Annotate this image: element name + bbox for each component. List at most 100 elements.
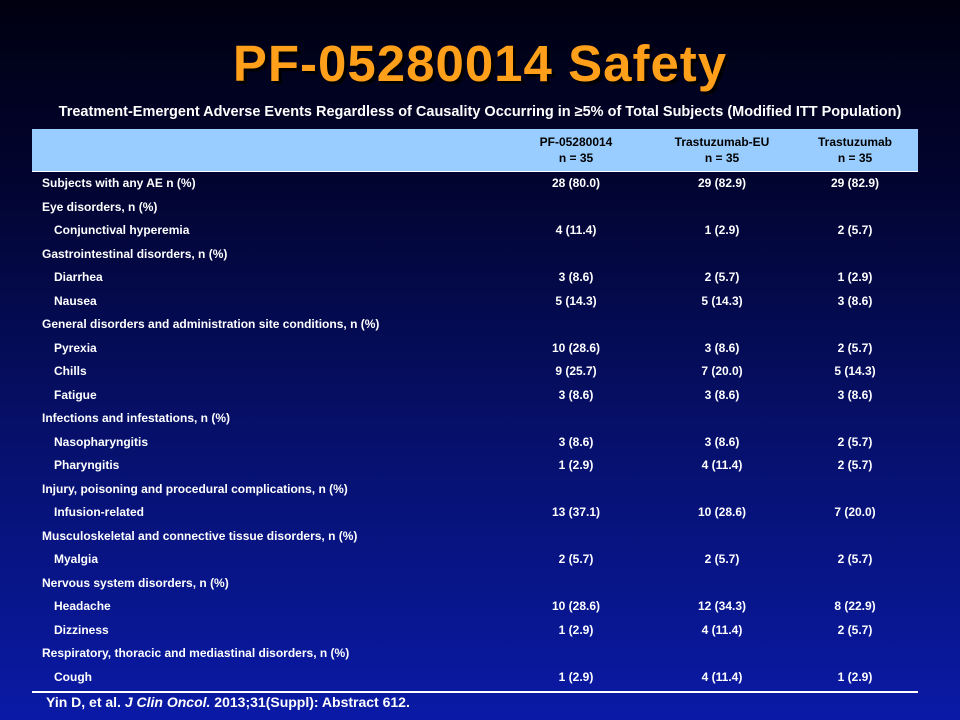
row-label: Chills <box>54 364 87 378</box>
row-label: Conjunctival hyperemia <box>54 223 190 237</box>
table-row: Cough 1 (2.9) 4 (11.4) 1 (2.9) <box>32 666 918 690</box>
row-label: Nervous system disorders, n (%) <box>42 575 229 590</box>
table-row: Nausea 5 (14.3) 5 (14.3) 3 (8.6) <box>32 290 918 314</box>
row-value: 9 (25.7) <box>555 364 597 378</box>
table-row: Dizziness 1 (2.9) 4 (11.4) 2 (5.7) <box>32 619 918 643</box>
row-value: 3 (8.6) <box>704 434 740 449</box>
row-value: 4 (11.4) <box>555 223 597 237</box>
row-value: 3 (8.6) <box>558 387 594 402</box>
row-value: 3 (8.6) <box>704 387 740 402</box>
row-value: 2 (5.7) <box>837 434 873 449</box>
row-value: 2 (5.7) <box>837 622 873 637</box>
table-row: Pyrexia 10 (28.6) 3 (8.6) 2 (5.7) <box>32 337 918 361</box>
table-row: Fatigue 3 (8.6) 3 (8.6) 3 (8.6) <box>32 384 918 408</box>
table-body: Subjects with any AE n (%) 28 (80.0) 29 (8… <box>32 172 918 689</box>
row-value: 4 (11.4) <box>701 458 743 472</box>
table-row: Myalgia 2 (5.7) 2 (5.7) 2 (5.7) <box>32 548 918 572</box>
row-label: Respiratory, thoracic and mediastinal di… <box>42 646 350 660</box>
row-label: Myalgia <box>54 552 99 566</box>
row-label: Subjects with any AE n (%) <box>42 176 196 190</box>
row-label: Eye disorders, n (%) <box>42 199 158 214</box>
row-value: 5 (14.3) <box>701 293 743 308</box>
row-label: Headache <box>54 599 111 613</box>
table-row: Nasopharyngitis 3 (8.6) 3 (8.6) 2 (5.7) <box>32 431 918 455</box>
row-value: 2 (5.7) <box>558 552 594 566</box>
table-row: Headache 10 (28.6) 12 (34.3) 8 (22.9) <box>32 595 918 619</box>
adverse-events-table: PF-05280014 n = 35 Trastuzumab-EU n = 35… <box>32 129 918 693</box>
table-row: Pharyngitis 1 (2.9) 4 (11.4) 2 (5.7) <box>32 454 918 478</box>
table-row: Chills 9 (25.7) 7 (20.0) 5 (14.3) <box>32 360 918 384</box>
row-value: 29 (82.9) <box>697 176 747 190</box>
table-row: Diarrhea 3 (8.6) 2 (5.7) 1 (2.9) <box>32 266 918 290</box>
table-row-category: Musculoskeletal and connective tissue di… <box>32 525 918 549</box>
table-row-category: Nervous system disorders, n (%) <box>32 572 918 596</box>
column-header-pf-05280014: PF-05280014 n = 35 <box>516 134 636 166</box>
table-row: Infusion-related 13 (37.1) 10 (28.6) 7 (20.… <box>32 501 918 525</box>
row-value: 1 (2.9) <box>837 669 873 684</box>
citation-journal: J Clin Oncol. <box>124 694 211 710</box>
row-value: 10 (28.6) <box>551 340 601 355</box>
row-label: Dizziness <box>54 622 109 637</box>
column-header-name: Trastuzumab <box>817 135 892 149</box>
row-value: 12 (34.3) <box>697 599 747 613</box>
row-value: 2 (5.7) <box>704 270 740 284</box>
column-header-n: n = 35 <box>704 151 740 165</box>
row-label: Musculoskeletal and connective tissue di… <box>42 528 358 543</box>
table-row-category: Gastrointestinal disorders, n (%) <box>32 243 918 267</box>
column-header-n: n = 35 <box>558 151 594 165</box>
table-row-category: Infections and infestations, n (%) <box>32 407 918 431</box>
row-label: Pharyngitis <box>54 458 120 472</box>
row-value: 2 (5.7) <box>837 458 873 472</box>
citation-authors: Yin D, et al. <box>46 694 125 710</box>
slide-title: PF-05280014 Safety <box>232 35 728 92</box>
row-label: Infusion-related <box>54 505 145 519</box>
row-value: 2 (5.7) <box>837 340 873 355</box>
row-value: 2 (5.7) <box>837 552 873 566</box>
table-row-category: General disorders and administration sit… <box>32 313 918 337</box>
table-row-category: Respiratory, thoracic and mediastinal di… <box>32 642 918 666</box>
row-value: 8 (22.9) <box>834 599 876 613</box>
row-label: Cough <box>54 669 92 684</box>
row-value: 3 (8.6) <box>558 270 594 284</box>
row-value: 5 (14.3) <box>555 293 597 308</box>
row-value: 5 (14.3) <box>834 364 876 378</box>
row-value: 10 (28.6) <box>697 505 747 519</box>
column-header-name: PF-05280014 <box>539 135 613 149</box>
row-value: 7 (20.0) <box>834 505 876 519</box>
row-value: 2 (5.7) <box>837 223 873 237</box>
row-value: 10 (28.6) <box>551 599 601 613</box>
row-value: 1 (2.9) <box>558 669 594 684</box>
row-label: Nausea <box>54 293 97 308</box>
row-value: 29 (82.9) <box>830 176 880 190</box>
row-label: General disorders and administration sit… <box>42 317 380 331</box>
row-label: Pyrexia <box>54 340 97 355</box>
row-label: Infections and infestations, n (%) <box>42 411 231 425</box>
row-label: Gastrointestinal disorders, n (%) <box>42 246 228 261</box>
row-value: 2 (5.7) <box>704 552 740 566</box>
table-row-category: Injury, poisoning and procedural complic… <box>32 478 918 502</box>
citation-details: 2013;31(Suppl): Abstract 612. <box>210 694 410 710</box>
row-value: 28 (80.0) <box>551 176 601 190</box>
table-row-category: Eye disorders, n (%) <box>32 196 918 220</box>
table-bottom-rule <box>32 691 918 693</box>
row-label: Injury, poisoning and procedural complic… <box>42 481 348 496</box>
column-header-name: Trastuzumab-EU <box>674 135 770 149</box>
row-label: Fatigue <box>54 387 97 402</box>
column-header-trastuzumab: Trastuzumab n = 35 <box>795 134 915 166</box>
row-value: 7 (20.0) <box>701 364 743 378</box>
row-value: 4 (11.4) <box>701 622 743 637</box>
row-value: 3 (8.6) <box>704 340 740 355</box>
table-header: PF-05280014 n = 35 Trastuzumab-EU n = 35… <box>32 129 918 172</box>
row-value: 1 (2.9) <box>704 223 740 237</box>
row-value: 3 (8.6) <box>558 434 594 449</box>
column-header-n: n = 35 <box>837 151 873 165</box>
row-value: 3 (8.6) <box>837 387 873 402</box>
row-label: Nasopharyngitis <box>54 434 149 449</box>
row-label: Diarrhea <box>54 270 103 284</box>
table-caption: Treatment-Emergent Adverse Events Regard… <box>58 104 902 120</box>
row-value: 1 (2.9) <box>558 458 594 472</box>
column-header-trastuzumab-eu: Trastuzumab-EU n = 35 <box>652 134 792 166</box>
row-value: 4 (11.4) <box>701 669 743 684</box>
citation: Yin D, et al. J Clin Oncol. 2013;31(Supp… <box>46 694 410 710</box>
row-value: 13 (37.1) <box>551 505 601 519</box>
